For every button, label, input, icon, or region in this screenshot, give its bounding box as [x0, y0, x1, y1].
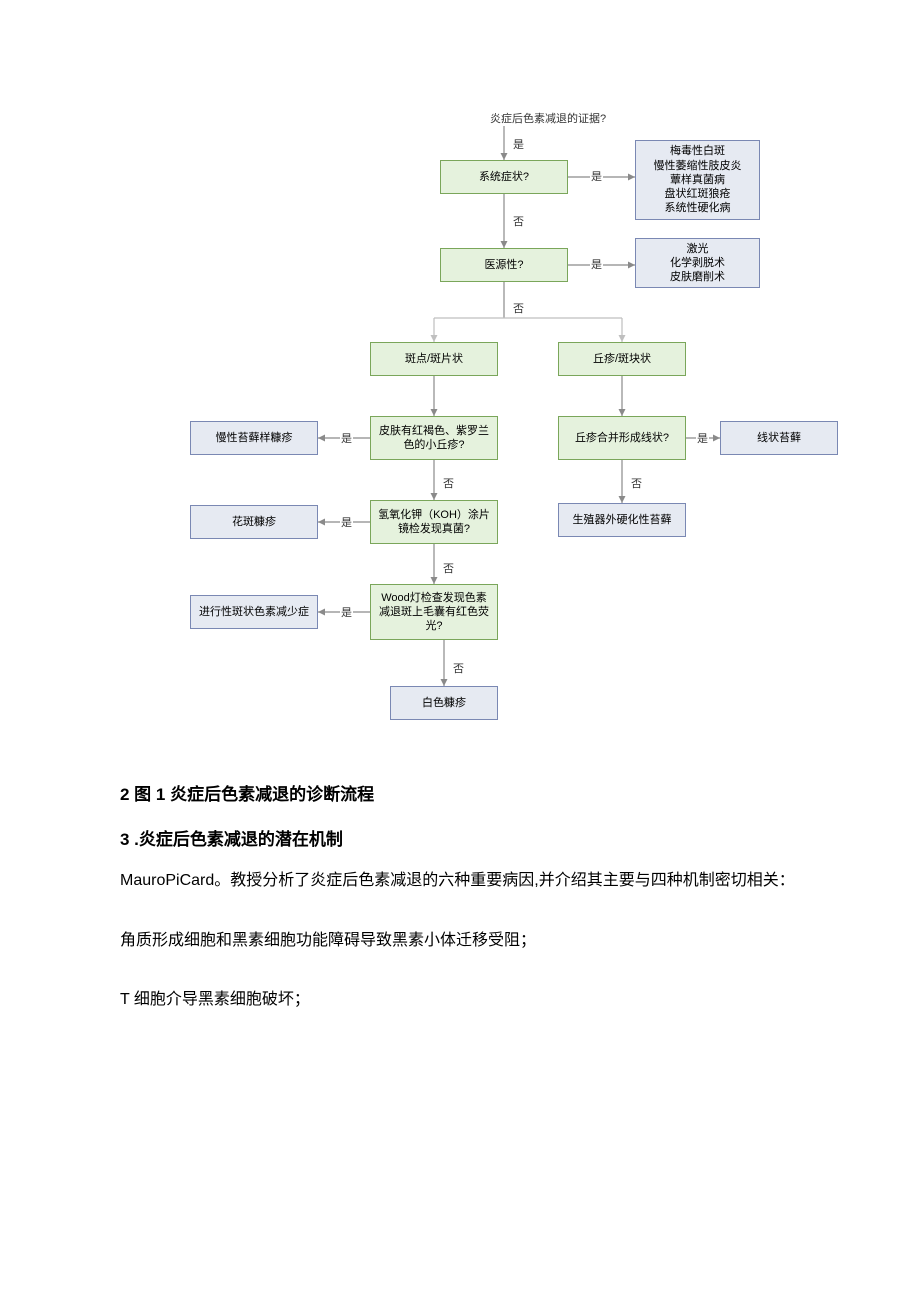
flow-label-l5n: 否 — [452, 660, 465, 676]
flow-label-l0: 是 — [512, 136, 525, 152]
paragraph-mech-2: T 细胞介导黑素细胞破坏； — [120, 979, 800, 1021]
flow-node-a3b: 线状苔藓 — [720, 421, 838, 455]
flow-start-text: 炎症后色素减退的证据? — [490, 110, 606, 126]
paragraph-intro: MauroPiCard。教授分析了炎症后色素减退的六种重要病因,并介绍其主要与四… — [120, 860, 800, 902]
flow-label-l4n: 否 — [442, 560, 455, 576]
flowchart: 炎症后色素减退的证据? 系统症状? 梅毒性白斑 慢性萎缩性肢皮炎 蕈样真菌病 盘状… — [160, 110, 840, 750]
flow-label-l1n: 否 — [512, 213, 525, 229]
flow-node-end: 白色糠疹 — [390, 686, 498, 720]
flow-node-a4: 花斑糠疹 — [190, 505, 318, 539]
flow-node-a5: 进行性斑状色素减少症 — [190, 595, 318, 629]
flow-node-a1: 梅毒性白斑 慢性萎缩性肢皮炎 蕈样真菌病 盘状红斑狼疮 系统性硬化病 — [635, 140, 760, 220]
flow-node-q3: 皮肤有红褐色、紫罗兰 色的小丘疹? — [370, 416, 498, 460]
flow-node-q2: 医源性? — [440, 248, 568, 282]
flow-label-l2y: 是 — [590, 256, 603, 272]
flow-node-q3b: 丘疹合并形成线状? — [558, 416, 686, 460]
section-heading-2: 3 .炎症后色素减退的潜在机制 — [120, 825, 800, 850]
flow-label-l5y: 是 — [340, 604, 353, 620]
flow-node-b1: 斑点/斑片状 — [370, 342, 498, 376]
flow-node-a2: 激光 化学剥脱术 皮肤磨削术 — [635, 238, 760, 288]
flow-label-l4y: 是 — [340, 514, 353, 530]
flow-label-l3bn: 否 — [630, 475, 643, 491]
flow-node-q1: 系统症状? — [440, 160, 568, 194]
flow-node-b2: 丘疹/斑块状 — [558, 342, 686, 376]
flow-node-q4: 氢氧化钾（KOH）涂片 镜检发现真菌? — [370, 500, 498, 544]
flow-label-l1y: 是 — [590, 168, 603, 184]
flow-label-l3y: 是 — [340, 430, 353, 446]
flow-node-a3: 慢性苔藓样糠疹 — [190, 421, 318, 455]
flow-label-l2n: 否 — [512, 300, 525, 316]
flow-label-l3n: 否 — [442, 475, 455, 491]
flow-node-a4b: 生殖器外硬化性苔藓 — [558, 503, 686, 537]
section-heading-1: 2 图 1 炎症后色素减退的诊断流程 — [120, 780, 800, 805]
flow-label-l3by: 是 — [696, 430, 709, 446]
flow-node-q5: Wood灯检查发现色素 减退斑上毛囊有红色荧 光? — [370, 584, 498, 640]
paragraph-mech-1: 角质形成细胞和黑素细胞功能障碍导致黑素小体迁移受阻； — [120, 920, 800, 962]
